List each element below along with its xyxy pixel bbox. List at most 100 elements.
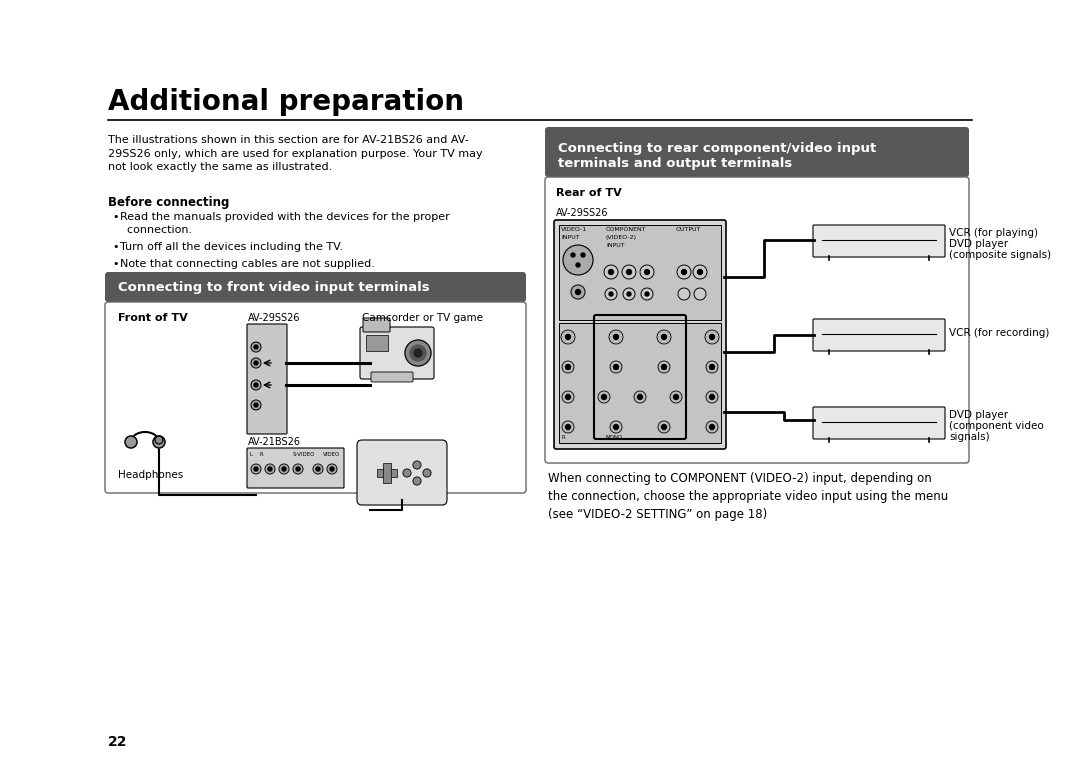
- Text: Front of TV: Front of TV: [118, 313, 188, 323]
- FancyBboxPatch shape: [545, 127, 969, 177]
- Text: COMPONENT: COMPONENT: [606, 227, 647, 232]
- Text: VCR (for playing): VCR (for playing): [949, 228, 1038, 238]
- Text: •: •: [112, 259, 119, 269]
- Text: Turn off all the devices including the TV.: Turn off all the devices including the T…: [120, 242, 343, 252]
- Bar: [383, 463, 391, 483]
- Text: INPUT: INPUT: [561, 235, 580, 240]
- Circle shape: [610, 361, 622, 373]
- Text: The illustrations shown in this section are for AV-21BS26 and AV-
29SS26 only, w: The illustrations shown in this section …: [108, 135, 483, 172]
- Text: (component video: (component video: [949, 421, 1043, 431]
- Circle shape: [645, 269, 649, 275]
- Circle shape: [623, 288, 635, 300]
- Text: terminals and output terminals: terminals and output terminals: [558, 157, 793, 170]
- Circle shape: [610, 421, 622, 433]
- Circle shape: [581, 253, 585, 257]
- Circle shape: [706, 391, 718, 403]
- FancyBboxPatch shape: [372, 372, 413, 382]
- Circle shape: [403, 469, 411, 477]
- FancyBboxPatch shape: [554, 220, 726, 449]
- Circle shape: [661, 365, 666, 369]
- Circle shape: [645, 292, 649, 296]
- Circle shape: [251, 380, 261, 390]
- Circle shape: [254, 345, 258, 349]
- Text: INPUT: INPUT: [606, 243, 624, 248]
- Circle shape: [658, 421, 670, 433]
- Circle shape: [640, 265, 654, 279]
- Circle shape: [598, 391, 610, 403]
- Circle shape: [254, 361, 258, 365]
- Circle shape: [561, 330, 575, 344]
- Text: Before connecting: Before connecting: [108, 196, 229, 209]
- Text: VIDEO: VIDEO: [323, 452, 340, 457]
- Text: VCR (for recording): VCR (for recording): [949, 328, 1050, 338]
- Circle shape: [313, 464, 323, 474]
- Circle shape: [330, 467, 334, 471]
- Circle shape: [279, 464, 289, 474]
- Text: Note that connecting cables are not supplied.: Note that connecting cables are not supp…: [120, 259, 375, 269]
- Text: AV-21BS26: AV-21BS26: [248, 437, 301, 447]
- Circle shape: [265, 464, 275, 474]
- Circle shape: [642, 288, 653, 300]
- Circle shape: [627, 292, 631, 296]
- Circle shape: [622, 265, 636, 279]
- Text: (composite signals): (composite signals): [949, 250, 1051, 260]
- Circle shape: [571, 253, 575, 257]
- Circle shape: [254, 383, 258, 387]
- Text: Headphones: Headphones: [118, 470, 184, 480]
- Circle shape: [637, 394, 643, 400]
- Circle shape: [710, 394, 715, 400]
- Circle shape: [254, 403, 258, 407]
- Circle shape: [710, 424, 715, 430]
- Circle shape: [626, 269, 632, 275]
- FancyBboxPatch shape: [105, 272, 526, 302]
- Circle shape: [661, 424, 666, 430]
- Circle shape: [678, 288, 690, 300]
- FancyBboxPatch shape: [813, 407, 945, 439]
- Bar: [366, 335, 388, 351]
- Text: AV-29SS26: AV-29SS26: [556, 208, 608, 218]
- Text: Additional preparation: Additional preparation: [108, 88, 464, 116]
- Bar: [377, 469, 397, 477]
- Circle shape: [694, 288, 706, 300]
- Circle shape: [661, 334, 666, 340]
- Circle shape: [251, 400, 261, 410]
- FancyBboxPatch shape: [813, 319, 945, 351]
- Text: When connecting to COMPONENT (VIDEO-2) input, depending on
the connection, choos: When connecting to COMPONENT (VIDEO-2) i…: [548, 472, 948, 521]
- Text: MONO: MONO: [606, 435, 623, 440]
- Circle shape: [576, 289, 581, 295]
- Circle shape: [251, 464, 261, 474]
- FancyBboxPatch shape: [105, 302, 526, 493]
- Circle shape: [677, 265, 691, 279]
- Circle shape: [705, 330, 719, 344]
- Circle shape: [254, 467, 258, 471]
- FancyBboxPatch shape: [357, 440, 447, 505]
- Circle shape: [327, 464, 337, 474]
- Text: •: •: [112, 212, 119, 222]
- Circle shape: [251, 342, 261, 352]
- Circle shape: [674, 394, 678, 400]
- Circle shape: [251, 358, 261, 368]
- FancyBboxPatch shape: [360, 327, 434, 379]
- Bar: [559, 225, 721, 320]
- Text: (VIDEO-2): (VIDEO-2): [606, 235, 637, 240]
- Circle shape: [613, 334, 619, 340]
- Circle shape: [268, 467, 272, 471]
- Circle shape: [296, 467, 300, 471]
- Text: Connecting to rear component/video input: Connecting to rear component/video input: [558, 142, 876, 155]
- FancyBboxPatch shape: [247, 324, 287, 434]
- Text: signals): signals): [949, 432, 989, 442]
- Circle shape: [681, 269, 687, 275]
- Circle shape: [316, 467, 320, 471]
- Circle shape: [423, 469, 431, 477]
- Text: AV-29SS26: AV-29SS26: [248, 313, 300, 323]
- Text: •: •: [112, 242, 119, 252]
- Circle shape: [413, 477, 421, 485]
- FancyBboxPatch shape: [363, 318, 390, 332]
- Circle shape: [282, 467, 286, 471]
- Circle shape: [563, 245, 593, 275]
- Circle shape: [405, 340, 431, 366]
- FancyBboxPatch shape: [545, 177, 969, 463]
- Circle shape: [566, 424, 570, 430]
- Circle shape: [566, 365, 570, 369]
- Text: Read the manuals provided with the devices for the proper
  connection.: Read the manuals provided with the devic…: [120, 212, 449, 235]
